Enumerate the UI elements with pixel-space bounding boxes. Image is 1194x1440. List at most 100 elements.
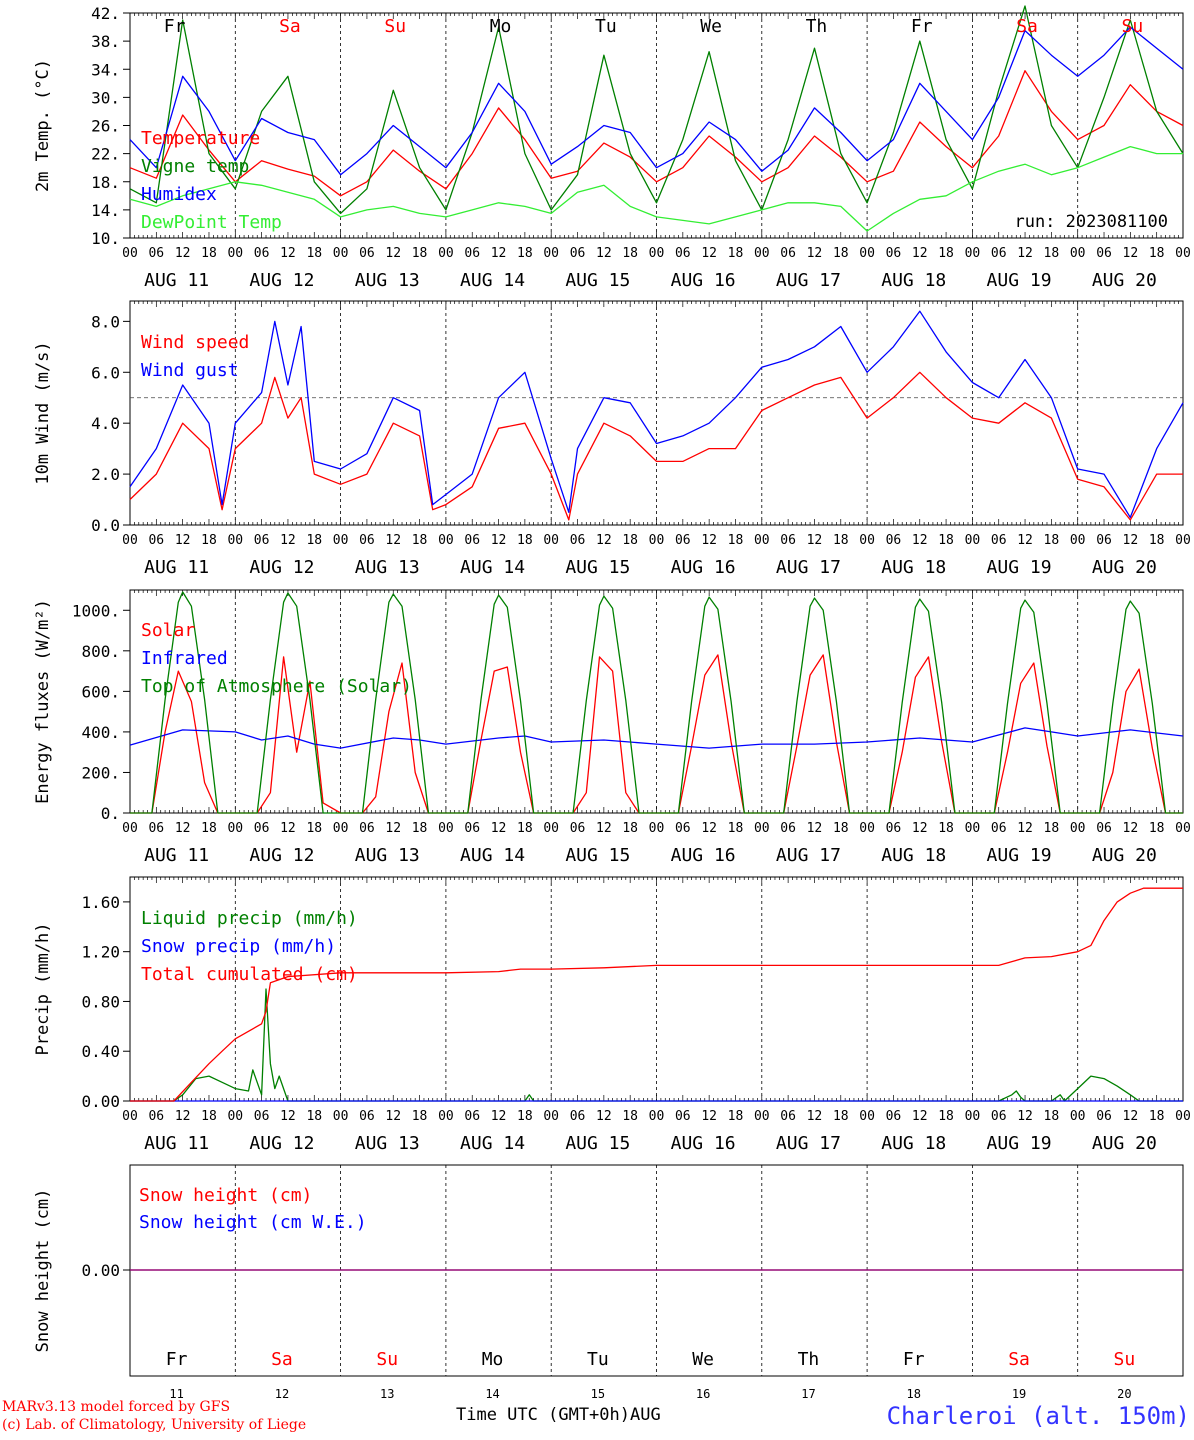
hour-label: 18: [728, 1109, 744, 1124]
hour-label: 12: [491, 533, 507, 548]
hour-label: 06: [991, 246, 1007, 261]
date-label: AUG 18: [881, 557, 946, 578]
hour-label: 00: [333, 246, 349, 261]
hour-label: 12: [807, 246, 823, 261]
hour-label: 12: [1123, 246, 1139, 261]
y-tick-label: 0.00: [81, 1261, 120, 1280]
weekday-label-bottom: Fr: [903, 1349, 925, 1370]
hour-label: 12: [1017, 533, 1033, 548]
hour-label: 12: [175, 533, 191, 548]
hour-label: 18: [201, 821, 217, 836]
hour-label: 00: [543, 821, 559, 836]
hour-label: 06: [570, 533, 586, 548]
hour-label: 00: [1070, 821, 1086, 836]
hour-label: 12: [807, 821, 823, 836]
weekday-label-top: Fr: [911, 16, 933, 37]
legend-entry: Snow height (cm): [139, 1185, 312, 1206]
hour-label: 06: [675, 246, 691, 261]
hour-label: 06: [1096, 1109, 1112, 1124]
y-tick-label: 600.: [81, 682, 120, 701]
hour-label: 00: [754, 246, 770, 261]
date-label: AUG 16: [671, 270, 736, 291]
weekday-label-top: Sa: [279, 16, 301, 37]
hour-label: 00: [1070, 1109, 1086, 1124]
hour-label: 18: [833, 1109, 849, 1124]
series-humidex: [129, 26, 1184, 176]
hour-label: 18: [728, 821, 744, 836]
y-tick-label: 8.0: [91, 312, 120, 331]
legend-entry: Wind speed: [141, 332, 249, 353]
hour-label: 00: [438, 821, 454, 836]
hour-label: 00: [122, 821, 138, 836]
y-axis-title: 10m Wind (m/s): [33, 341, 53, 484]
hour-label: 18: [938, 246, 954, 261]
hour-label: 12: [385, 821, 401, 836]
hour-label: 00: [1175, 1109, 1191, 1124]
plot-frame: [129, 589, 1184, 814]
hour-label: 06: [254, 1109, 270, 1124]
legend-entry: Top of Atmosphere (Solar): [141, 676, 412, 697]
y-tick-label: 14.: [91, 201, 120, 220]
legend-entry: Infrared: [141, 648, 228, 669]
hour-label: 18: [1044, 1109, 1060, 1124]
day-number: 20: [1117, 1387, 1131, 1401]
y-tick-label: 400.: [81, 723, 120, 742]
day-number: 12: [275, 1387, 289, 1401]
hour-label: 12: [807, 1109, 823, 1124]
panel-1: 10. 14. 18. 22. 26. 30. 34. 38. 42. 2m Temp. (°C)…: [33, 4, 1191, 291]
y-tick-label: 1.20: [81, 943, 120, 962]
hour-label: 06: [780, 246, 796, 261]
hour-label: 06: [359, 821, 375, 836]
y-tick-label: 0.0: [91, 516, 120, 535]
series-temperature: [129, 70, 1184, 197]
hour-label: 12: [1017, 246, 1033, 261]
y-tick-label: 1.60: [81, 893, 120, 912]
legend-entry: Snow height (cm W.E.): [139, 1212, 367, 1233]
hour-label: 18: [622, 1109, 638, 1124]
date-label: AUG 20: [1092, 270, 1157, 291]
hour-label: 06: [675, 1109, 691, 1124]
date-label: AUG 16: [671, 557, 736, 578]
y-tick-label: 38.: [91, 32, 120, 51]
date-label: AUG 11: [144, 270, 209, 291]
station-name: Charleroi (alt. 150m): [886, 1402, 1190, 1430]
date-label: AUG 13: [355, 557, 420, 578]
hour-label: 06: [148, 533, 164, 548]
hour-label: 12: [491, 821, 507, 836]
y-tick-label: 0.40: [81, 1042, 120, 1061]
hour-label: 18: [201, 1109, 217, 1124]
hour-label: 18: [201, 246, 217, 261]
hour-label: 18: [517, 821, 533, 836]
legend-entry: Liquid precip (mm/h): [141, 908, 358, 929]
hour-label: 06: [991, 533, 1007, 548]
weekday-label-top: Th: [806, 16, 828, 37]
series-wind-gust: [129, 310, 1184, 519]
hour-label: 12: [912, 1109, 928, 1124]
date-label: AUG 15: [565, 270, 630, 291]
hour-label: 06: [359, 246, 375, 261]
hour-label: 06: [254, 246, 270, 261]
hour-label: 18: [201, 533, 217, 548]
y-tick-label: 4.0: [91, 414, 120, 433]
date-label: AUG 19: [987, 557, 1052, 578]
date-label: AUG 18: [881, 270, 946, 291]
hour-label: 12: [385, 1109, 401, 1124]
hour-label: 00: [227, 821, 243, 836]
y-tick-label: 26.: [91, 117, 120, 136]
y-tick-label: 2.0: [91, 465, 120, 484]
hour-label: 12: [175, 246, 191, 261]
hour-label: 12: [701, 1109, 717, 1124]
hour-label: 18: [306, 246, 322, 261]
date-label: AUG 14: [460, 845, 525, 866]
hour-label: 18: [412, 821, 428, 836]
hour-label: 06: [570, 246, 586, 261]
series-infrared: [129, 727, 1184, 749]
hour-label: 18: [1149, 533, 1165, 548]
y-tick-label: 6.0: [91, 363, 120, 382]
date-label: AUG 14: [460, 1133, 525, 1154]
hour-label: 06: [675, 533, 691, 548]
hour-label: 06: [464, 533, 480, 548]
hour-label: 06: [886, 821, 902, 836]
model-credit-line2: (c) Lab. of Climatology, University of L…: [2, 1417, 307, 1433]
hour-label: 06: [148, 246, 164, 261]
